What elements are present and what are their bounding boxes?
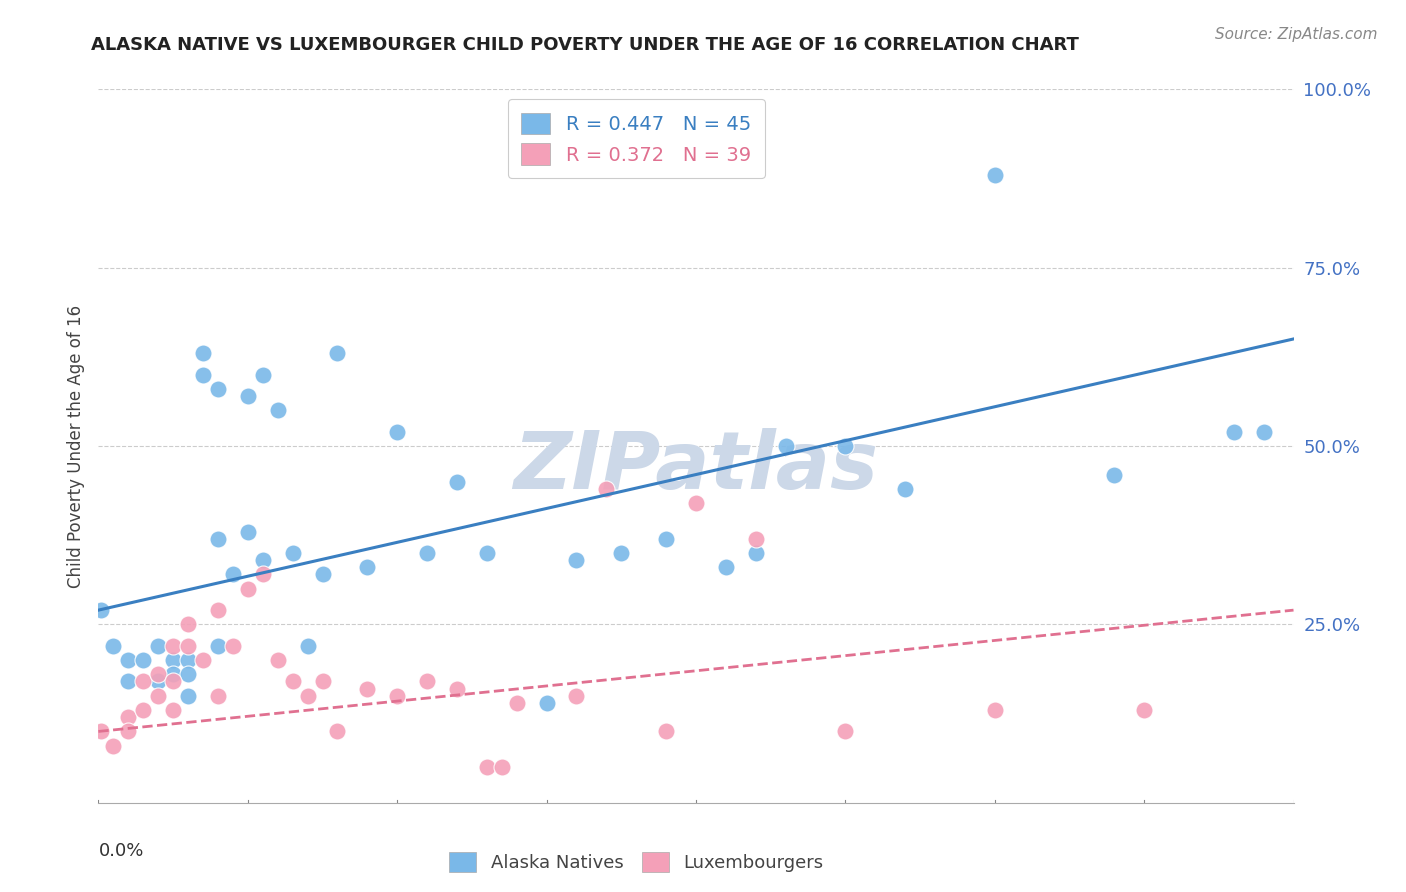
Point <box>252 553 274 567</box>
Point <box>162 674 184 689</box>
Point <box>148 689 170 703</box>
Point <box>745 532 768 546</box>
Point <box>565 553 588 567</box>
Point <box>267 403 290 417</box>
Point <box>356 681 378 696</box>
Point <box>162 703 184 717</box>
Point <box>103 739 125 753</box>
Point <box>236 524 259 539</box>
Point <box>162 653 184 667</box>
Point <box>281 674 304 689</box>
Point <box>775 439 797 453</box>
Point <box>655 532 678 546</box>
Point <box>117 710 139 724</box>
Point <box>834 439 856 453</box>
Point <box>148 639 170 653</box>
Point <box>297 639 319 653</box>
Point <box>311 567 333 582</box>
Point <box>177 639 200 653</box>
Point <box>177 689 200 703</box>
Point <box>207 382 229 396</box>
Point <box>506 696 529 710</box>
Point <box>148 674 170 689</box>
Point <box>416 674 439 689</box>
Text: ZIPatlas: ZIPatlas <box>513 428 879 507</box>
Point <box>191 653 214 667</box>
Point <box>281 546 304 560</box>
Point <box>132 674 155 689</box>
Point <box>385 425 409 439</box>
Point <box>326 346 349 360</box>
Point <box>162 667 184 681</box>
Point <box>894 482 917 496</box>
Point <box>446 681 468 696</box>
Point <box>252 567 274 582</box>
Point <box>117 724 139 739</box>
Point <box>177 617 200 632</box>
Point <box>565 689 588 703</box>
Point <box>745 546 768 560</box>
Point <box>222 567 245 582</box>
Point <box>191 368 214 382</box>
Point <box>385 689 409 703</box>
Point <box>236 582 259 596</box>
Point <box>132 703 155 717</box>
Point <box>252 368 274 382</box>
Point <box>267 653 290 667</box>
Point <box>117 674 139 689</box>
Point <box>191 346 214 360</box>
Point <box>207 603 229 617</box>
Text: Source: ZipAtlas.com: Source: ZipAtlas.com <box>1215 27 1378 42</box>
Point <box>491 760 513 774</box>
Point <box>132 653 155 667</box>
Point <box>416 546 439 560</box>
Point <box>834 724 856 739</box>
Point <box>90 724 112 739</box>
Point <box>1253 425 1275 439</box>
Point <box>1104 467 1126 482</box>
Point <box>148 667 170 681</box>
Point <box>595 482 617 496</box>
Point <box>177 667 200 681</box>
Point <box>685 496 707 510</box>
Point <box>90 603 112 617</box>
Point <box>1223 425 1246 439</box>
Point <box>1133 703 1156 717</box>
Text: ALASKA NATIVE VS LUXEMBOURGER CHILD POVERTY UNDER THE AGE OF 16 CORRELATION CHAR: ALASKA NATIVE VS LUXEMBOURGER CHILD POVE… <box>91 36 1080 54</box>
Point <box>536 696 558 710</box>
Point <box>177 653 200 667</box>
Point <box>162 639 184 653</box>
Point <box>326 724 349 739</box>
Point <box>655 724 678 739</box>
Point <box>475 546 498 560</box>
Point <box>236 389 259 403</box>
Point <box>222 639 245 653</box>
Point <box>610 546 633 560</box>
Point <box>207 639 229 653</box>
Point <box>311 674 333 689</box>
Point <box>117 653 139 667</box>
Point <box>475 760 498 774</box>
Point <box>984 703 1007 717</box>
Text: 0.0%: 0.0% <box>98 842 143 860</box>
Point <box>356 560 378 574</box>
Y-axis label: Child Poverty Under the Age of 16: Child Poverty Under the Age of 16 <box>66 304 84 588</box>
Point <box>446 475 468 489</box>
Point <box>984 168 1007 182</box>
Legend: Alaska Natives, Luxembourgers: Alaska Natives, Luxembourgers <box>441 845 831 880</box>
Point <box>297 689 319 703</box>
Point <box>207 532 229 546</box>
Point <box>714 560 737 574</box>
Point <box>103 639 125 653</box>
Point <box>207 689 229 703</box>
